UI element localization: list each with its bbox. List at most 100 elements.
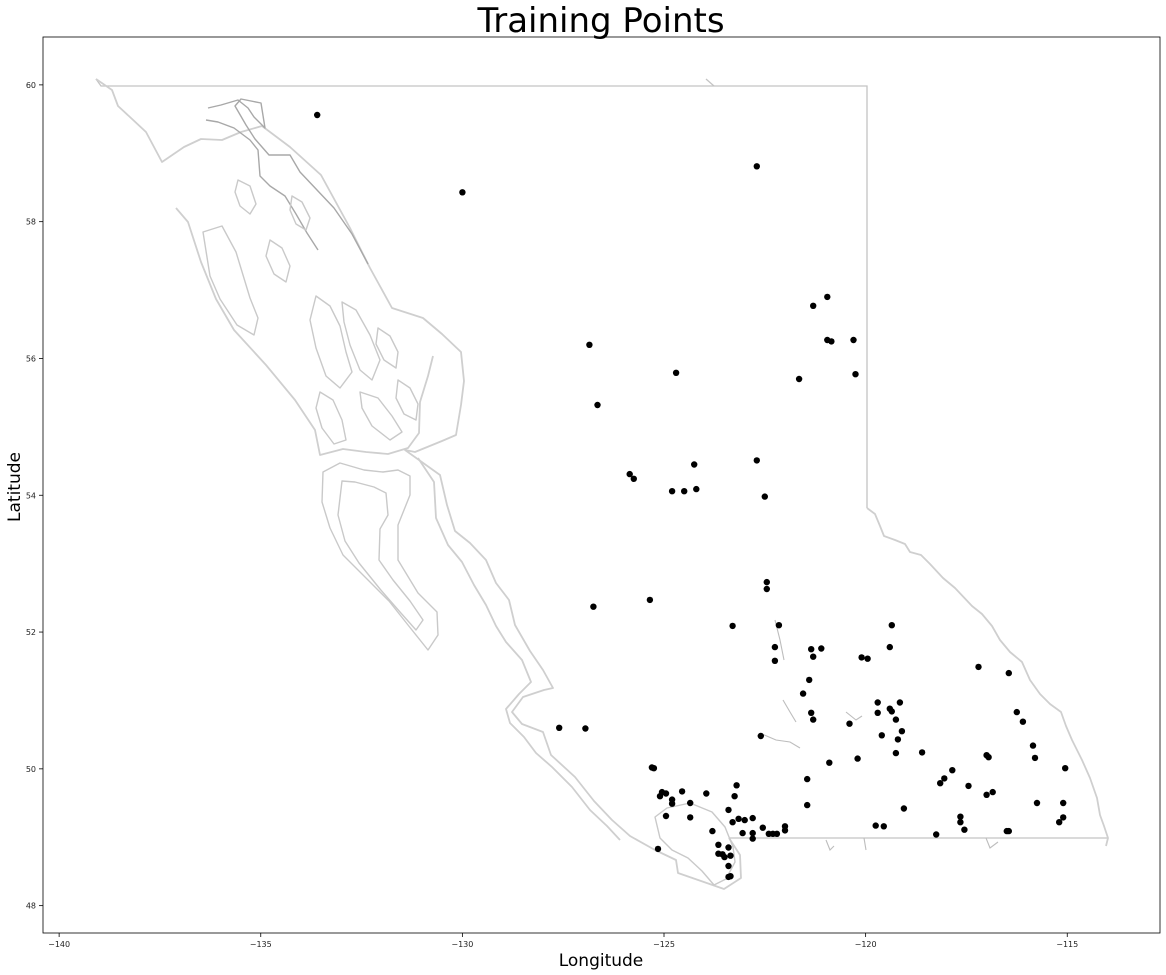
mainland-coastline-inner [175,207,434,456]
haida-gwaii-outline [321,462,439,651]
y-tick-label: 50 [26,765,36,774]
training-point [804,775,811,783]
training-point [892,749,900,757]
waterway [863,837,867,851]
training-point [739,829,746,837]
haida-gwaii-inner [337,480,424,631]
island-shape [395,379,419,421]
waterway [782,699,797,723]
training-point [949,767,956,774]
training-point [687,814,694,821]
training-point [757,732,764,740]
x-tick-label: −130 [451,940,473,949]
training-point [703,790,710,797]
training-point [864,655,871,662]
x-tick-label: −115 [1056,940,1078,949]
training-point [749,814,756,822]
training-point [1005,669,1012,677]
training-point [795,375,803,383]
province-boundary [95,78,868,508]
training-point [654,845,662,853]
training-point [775,622,783,629]
training-point [894,736,902,743]
training-point [725,873,732,881]
training-point [781,823,789,830]
island-shape [265,239,291,283]
training-point [850,336,857,344]
training-point [799,690,807,697]
island-shape [309,295,353,389]
training-point [1060,814,1067,821]
training-point [668,488,676,495]
plot-frame [42,36,1161,934]
training-point [749,829,756,837]
training-point [985,754,992,761]
training-point [586,341,593,348]
training-point [828,338,835,345]
province-outline-map [95,78,1109,890]
y-axis-label: Latitude [5,452,25,522]
training-point [729,819,736,826]
training-point [880,823,887,830]
training-point [759,824,766,831]
y-tick-label: 52 [26,628,36,637]
training-point [965,782,972,790]
waterway [761,733,801,749]
training-point [626,470,633,478]
island-shape [359,391,403,441]
training-point [1062,765,1069,772]
waterway [845,711,863,721]
waterway [825,839,835,851]
training-point [808,709,815,716]
training-point [989,788,996,796]
training-point [892,716,900,723]
y-tick-label: 54 [26,491,36,500]
training-point [810,653,817,660]
training-point [818,645,825,652]
training-point [874,699,881,706]
training-point [693,485,700,493]
chart-title: Training Points [476,1,724,41]
training-point [886,643,893,651]
training-point [983,791,990,798]
training-point [854,755,861,762]
training-point [662,790,670,797]
training-point [1056,819,1063,826]
training-point [733,782,740,789]
training-point [727,852,734,859]
training-point [709,827,716,835]
training-point [1033,799,1041,807]
panhandle-boundary [207,98,369,265]
y-tick-label: 60 [26,81,36,90]
x-tick-label: −125 [653,940,675,949]
island-shape [234,179,257,215]
training-point [715,841,722,848]
panhandle-boundary-2 [205,119,319,251]
x-axis-ticks: −140 −135 −130 −125 −120 −115 [48,933,1078,949]
x-axis-label: Longitude [559,951,644,971]
training-point [975,663,982,671]
mainland-coastline [95,78,742,890]
training-point [961,826,968,833]
training-point [668,800,676,807]
training-point [824,293,831,301]
northern-border-stub [705,78,715,87]
y-tick-label: 58 [26,218,36,227]
training-point [650,765,658,772]
training-point [1029,742,1037,749]
panhandle-islands [202,179,419,445]
training-point [826,759,833,766]
training-point [808,646,815,653]
training-point [672,369,680,376]
training-point [678,788,686,795]
training-point [594,401,601,409]
training-point [725,844,732,851]
y-tick-label: 56 [26,354,36,363]
eastern-rocky-border [866,507,1109,847]
training-point [1031,754,1039,762]
training-point [898,728,906,735]
y-axis-ticks: 48 50 52 54 56 58 60 [26,81,43,911]
training-point [933,831,940,838]
x-tick-label: −120 [855,940,877,949]
